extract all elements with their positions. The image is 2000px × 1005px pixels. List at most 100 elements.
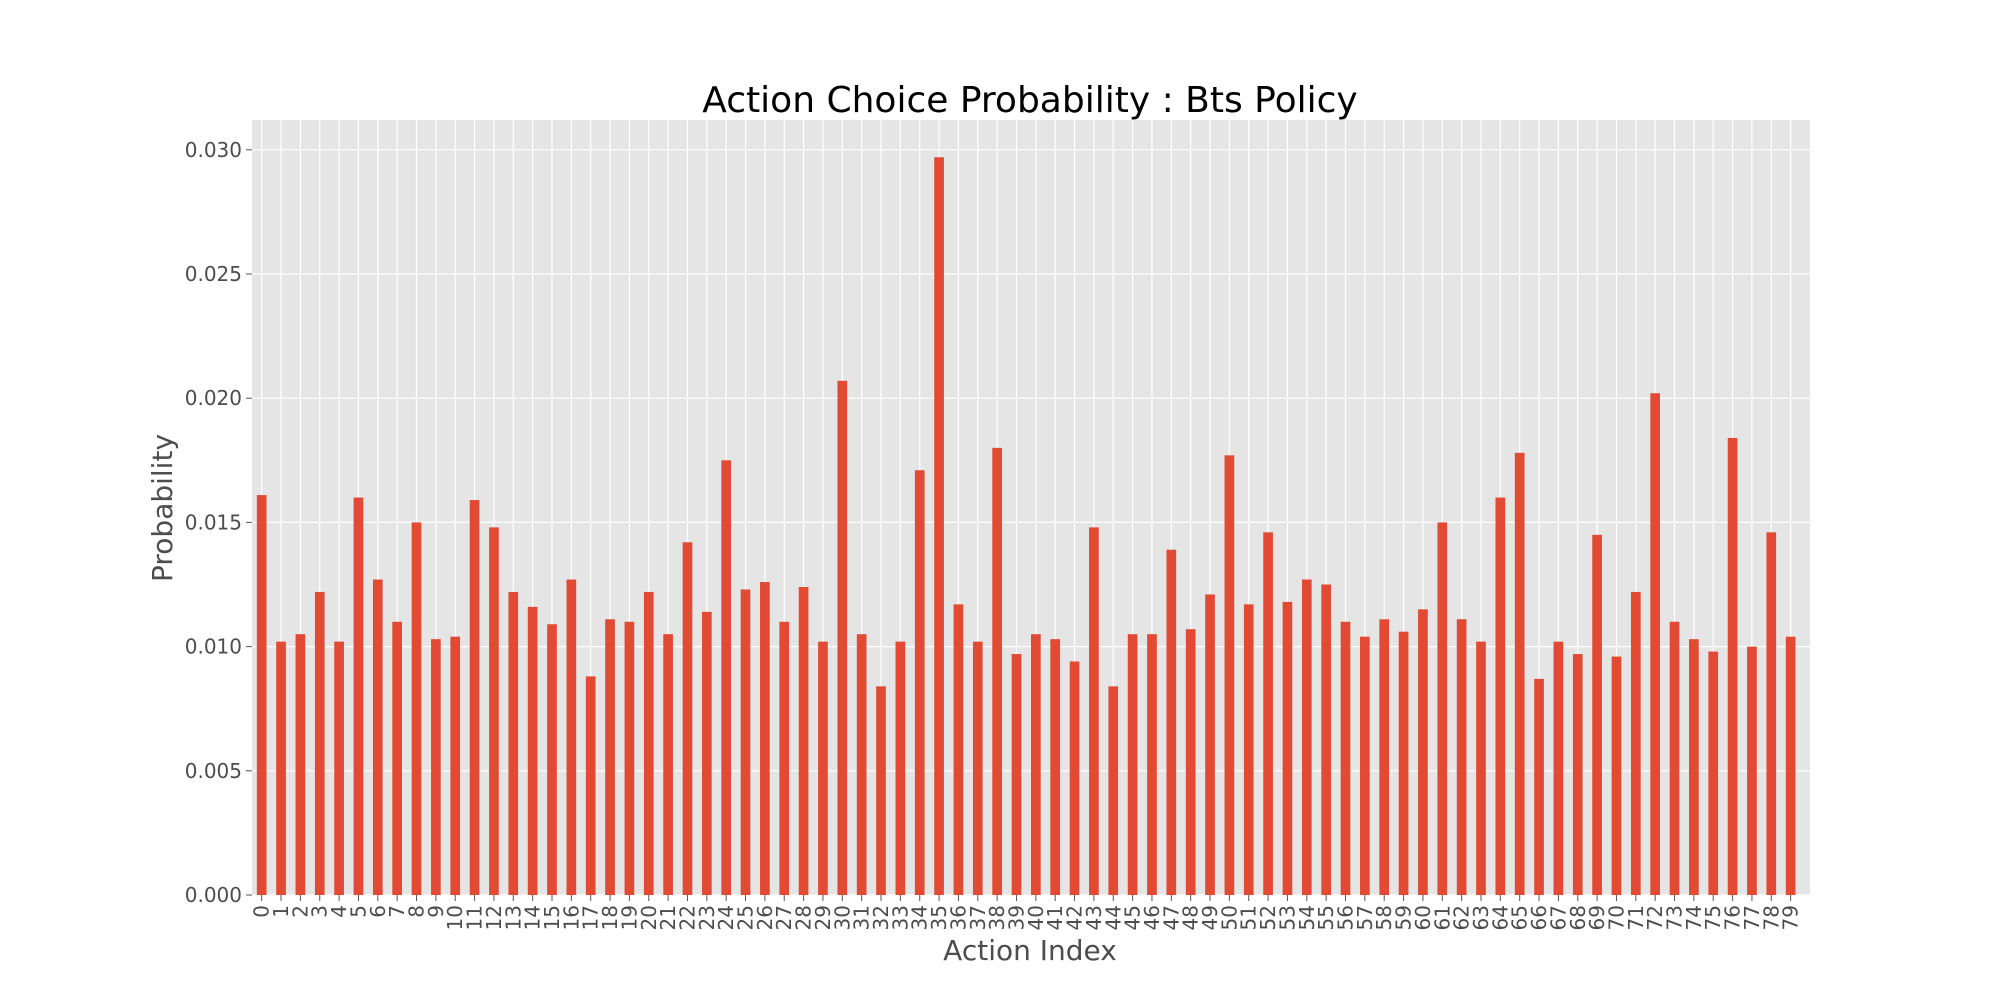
bar — [1340, 621, 1351, 895]
bar — [1495, 497, 1506, 895]
x-tick-label: 19 — [617, 905, 641, 930]
bar — [605, 619, 615, 895]
x-tick-label: 51 — [1237, 905, 1261, 930]
x-tick-label: 41 — [1043, 905, 1067, 930]
x-tick-label: 39 — [1004, 905, 1028, 930]
x-tick-label: 29 — [811, 905, 835, 930]
bar — [431, 639, 441, 895]
x-tick-label: 75 — [1701, 905, 1725, 930]
bar — [1630, 591, 1641, 895]
x-tick-label: 72 — [1643, 905, 1667, 930]
bar — [818, 641, 828, 895]
x-tick-label: 67 — [1546, 905, 1570, 930]
bar — [1553, 641, 1564, 895]
x-tick-label: 8 — [405, 905, 429, 918]
x-tick-label: 11 — [463, 905, 487, 930]
bar — [856, 634, 867, 895]
x-tick-label: 60 — [1411, 905, 1435, 930]
x-tick-label: 14 — [521, 905, 545, 930]
x-tick-label: 33 — [888, 905, 912, 930]
x-tick-label: 52 — [1256, 905, 1280, 930]
bar — [1147, 634, 1157, 895]
bar — [643, 591, 654, 895]
bar — [682, 542, 693, 895]
x-tick-label: 61 — [1430, 905, 1454, 930]
y-axis-ticks: 0.000 0.005 0.010 0.015 0.020 0.025 0.030 — [185, 138, 252, 907]
bar — [392, 621, 402, 895]
y-tick-label: 0.015 — [185, 510, 242, 534]
x-tick-label: 4 — [327, 905, 351, 918]
x-tick-label: 69 — [1585, 905, 1609, 930]
x-tick-label: 5 — [346, 905, 370, 918]
x-tick-label: 65 — [1508, 905, 1532, 930]
x-axis-ticks: 0123456789101112131415161718192021222324… — [250, 895, 1803, 930]
x-tick-label: 54 — [1295, 905, 1319, 930]
x-tick-label: 58 — [1372, 905, 1396, 930]
x-tick-label: 47 — [1159, 905, 1183, 930]
x-tick-label: 0 — [250, 905, 274, 918]
bar — [256, 495, 267, 895]
bar — [1263, 532, 1273, 895]
x-tick-label: 76 — [1721, 905, 1745, 930]
y-tick-label: 0.025 — [185, 262, 242, 286]
bar — [1398, 631, 1409, 895]
bar — [489, 527, 499, 895]
bar — [276, 641, 286, 895]
bar — [1050, 639, 1061, 895]
bar — [1321, 584, 1331, 895]
bar — [1572, 654, 1583, 895]
bar — [566, 579, 577, 895]
x-tick-label: 23 — [695, 905, 719, 930]
x-tick-label: 6 — [366, 905, 390, 918]
bar — [450, 636, 461, 895]
x-tick-label: 64 — [1488, 905, 1512, 930]
bar — [953, 604, 964, 895]
bars — [256, 157, 1796, 895]
x-tick-label: 71 — [1624, 905, 1648, 930]
x-tick-label: 50 — [1217, 905, 1241, 930]
x-tick-label: 48 — [1179, 905, 1203, 930]
x-tick-label: 38 — [985, 905, 1009, 930]
chart-title: Action Choice Probability : Bts Policy — [702, 80, 1357, 121]
x-tick-label: 24 — [714, 905, 738, 930]
x-tick-label: 59 — [1392, 905, 1416, 930]
x-tick-label: 42 — [1063, 905, 1087, 930]
bar — [1708, 651, 1719, 895]
x-axis-title: Action Index — [943, 934, 1117, 967]
bar — [876, 686, 886, 895]
bar — [1437, 522, 1448, 895]
bar — [1689, 639, 1699, 895]
x-tick-label: 1 — [269, 905, 293, 918]
x-tick-label: 7 — [385, 905, 409, 918]
bar — [1166, 549, 1177, 895]
bar — [1592, 534, 1602, 895]
x-tick-label: 25 — [734, 905, 758, 930]
x-tick-label: 57 — [1353, 905, 1377, 930]
bar — [972, 641, 983, 895]
x-tick-label: 53 — [1275, 905, 1299, 930]
bar — [837, 380, 848, 895]
bar — [1785, 636, 1796, 895]
bar — [1418, 609, 1428, 895]
x-tick-label: 30 — [830, 905, 854, 930]
bar — [334, 641, 344, 895]
x-tick-label: 2 — [288, 905, 312, 918]
bar — [1282, 601, 1293, 895]
bar — [1611, 656, 1622, 895]
x-tick-label: 12 — [482, 905, 506, 930]
x-tick-label: 21 — [656, 905, 680, 930]
x-tick-label: 26 — [753, 905, 777, 930]
x-tick-label: 62 — [1450, 905, 1474, 930]
bar — [721, 460, 732, 895]
bar — [1127, 634, 1138, 895]
x-tick-label: 20 — [637, 905, 661, 930]
bar — [1747, 646, 1757, 895]
bar — [1456, 619, 1467, 895]
x-tick-label: 55 — [1314, 905, 1338, 930]
y-axis-title: Probability — [146, 434, 179, 582]
x-tick-label: 45 — [1121, 905, 1145, 930]
bar — [740, 589, 751, 895]
bar — [663, 634, 673, 895]
bar — [547, 624, 557, 895]
x-tick-label: 74 — [1682, 905, 1706, 930]
